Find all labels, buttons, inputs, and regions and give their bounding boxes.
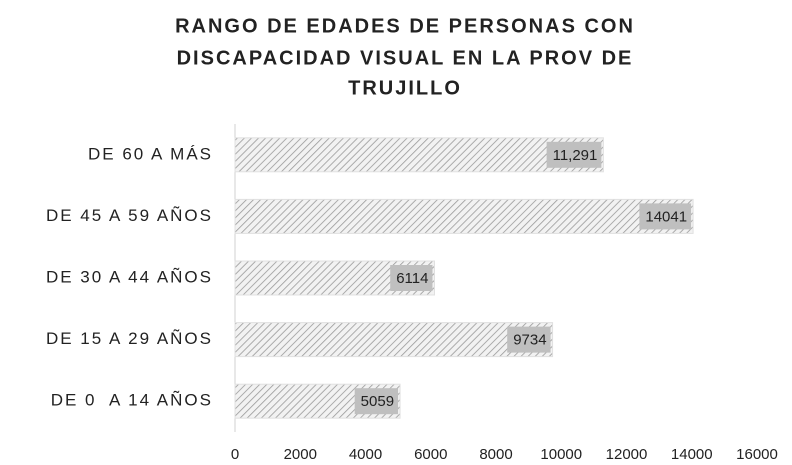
x-tick-label: 0 <box>231 446 239 463</box>
data-label: 6114 <box>396 270 428 287</box>
y-tick-label: DE 0 A 14 AÑOS <box>51 391 213 410</box>
y-tick-label: DE 60 A MÁS <box>88 144 213 163</box>
bar <box>234 198 694 234</box>
y-tick-label: DE 45 A 59 AÑOS <box>46 206 213 225</box>
y-tick-label: DE 30 A 44 AÑOS <box>46 267 213 286</box>
chart-title: RANGO DE EDADES DE PERSONAS CON <box>175 15 635 37</box>
data-label-box <box>546 141 602 168</box>
data-label-box <box>390 265 433 291</box>
data-label-box <box>354 388 399 415</box>
x-tick-label: 16000 <box>736 446 778 463</box>
x-tick-label: 8000 <box>479 446 512 463</box>
data-label-box <box>639 203 692 230</box>
data-label: 14041 <box>645 208 687 225</box>
bar <box>234 137 604 173</box>
y-tick-label: DE 15 A 29 AÑOS <box>46 329 213 348</box>
x-tick-label: 4000 <box>349 446 382 463</box>
data-label-box <box>507 326 551 353</box>
chart-title: DISCAPACIDAD VISUAL EN LA PROV DE <box>177 47 634 69</box>
x-tick-label: 6000 <box>414 446 447 463</box>
x-tick-label: 10000 <box>540 446 582 463</box>
x-tick-label: 12000 <box>606 446 648 463</box>
chart-title: TRUJILLO <box>348 77 462 99</box>
data-label: 11,291 <box>553 147 598 164</box>
data-label: 9734 <box>513 332 546 349</box>
data-label: 5059 <box>361 393 394 410</box>
bar <box>234 322 554 358</box>
x-tick-label: 2000 <box>284 446 317 463</box>
x-tick-label: 14000 <box>671 446 713 463</box>
